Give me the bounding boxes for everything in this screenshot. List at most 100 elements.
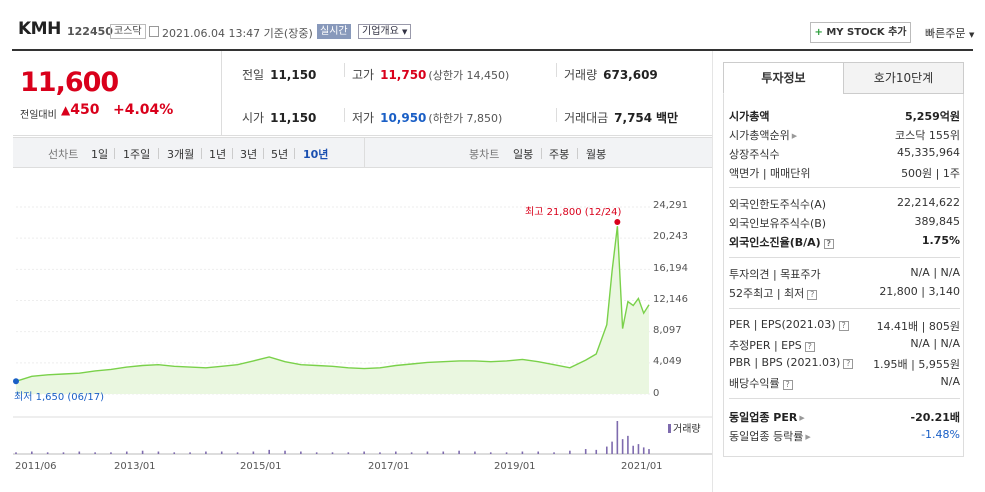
- info-value: 45,335,964: [897, 146, 960, 159]
- line-chart-title: 선차트: [48, 148, 79, 161]
- info-key: 액면가 | 매매단위: [729, 167, 811, 180]
- info-value: 14.41배 | 805원: [876, 320, 960, 333]
- divider: [729, 398, 960, 399]
- volume-bar: [611, 441, 613, 454]
- volume-bar: [189, 452, 191, 454]
- info-key[interactable]: 동일업종 등락률 ▶: [729, 428, 811, 444]
- info-row: 52주최고 | 최저? 21,800 | 3,140: [729, 285, 960, 303]
- info-key: 배당수익률?: [729, 375, 793, 391]
- volume-bar: [595, 449, 598, 454]
- volume-bar: [110, 452, 112, 454]
- info-key-text: 동일업종 등락률: [729, 430, 804, 443]
- help-icon[interactable]: ?: [804, 342, 815, 352]
- quote-volume: 거래량 673,609: [564, 66, 658, 83]
- panel-border: [723, 93, 964, 457]
- up-triangle-icon: ▲: [61, 103, 71, 117]
- realtime-button[interactable]: 실시간: [317, 24, 351, 39]
- my-stock-label: MY STOCK 추가: [826, 27, 907, 38]
- quote-high-value: 11,750: [380, 68, 427, 82]
- help-icon[interactable]: ?: [782, 380, 793, 390]
- divider: [344, 108, 345, 122]
- x-tick: 2013/01: [114, 461, 156, 472]
- tab-invest-info[interactable]: 투자정보: [723, 62, 844, 94]
- info-value: 21,800 | 3,140: [879, 285, 960, 298]
- candle-weekly[interactable]: 주봉: [549, 148, 570, 161]
- info-row: 시가총액 5,259억원: [729, 108, 960, 126]
- quote-summary: 전일 11,150 고가 11,750 (상한가 14,450) 거래량 673,609…: [222, 51, 712, 136]
- help-icon[interactable]: ?: [823, 239, 834, 249]
- quote-high: 고가 11,750 (상한가 14,450): [352, 66, 509, 83]
- period-3m[interactable]: 3개월: [167, 148, 195, 161]
- my-stock-add-button[interactable]: + MY STOCK 추가: [810, 22, 911, 43]
- volume-bar: [331, 452, 334, 454]
- info-value: N/A | N/A: [910, 266, 960, 279]
- info-key: 외국인보유주식수(B): [729, 217, 827, 230]
- current-price: 11,600: [20, 67, 119, 98]
- y-tick: 0: [653, 388, 660, 399]
- volume-bar: [627, 435, 629, 454]
- price-change: ▲450: [61, 102, 99, 118]
- divider: [729, 187, 960, 188]
- period-1y[interactable]: 1년: [209, 148, 227, 161]
- volume-bar: [521, 451, 524, 454]
- volume-bar: [474, 451, 476, 454]
- period-3y[interactable]: 3년: [240, 148, 258, 161]
- info-key: 외국인한도주식수(A): [729, 198, 827, 211]
- volume-bar: [62, 452, 65, 454]
- volume-bar: [395, 451, 397, 454]
- price-chart-svg: [13, 206, 712, 455]
- info-key[interactable]: 동일업종 PER ▶: [729, 409, 805, 425]
- price-change-value: 450: [70, 102, 100, 118]
- quote-low: 저가 10,950 (하한가 7,850): [352, 109, 502, 126]
- company-overview-dropdown[interactable]: 기업개요 ▼: [358, 24, 412, 39]
- divider: [232, 148, 233, 159]
- price-area: [16, 226, 649, 394]
- volume-bar: [347, 452, 350, 454]
- y-tick: 16,194: [653, 263, 688, 274]
- info-row: 동일업종 등락률 ▶ -1.48%: [729, 428, 960, 446]
- candle-daily[interactable]: 일봉: [513, 148, 534, 161]
- info-row: 액면가 | 매매단위 500원 | 1주: [729, 165, 960, 183]
- lower-limit: (하한가 7,850): [428, 112, 503, 125]
- period-1w[interactable]: 1주일: [123, 148, 151, 161]
- volume-bar: [268, 449, 270, 454]
- volume-bar: [46, 452, 49, 454]
- x-tick: 2011/06: [15, 461, 57, 472]
- info-key-text: 추정PER | EPS: [729, 339, 802, 352]
- info-value: 500원 | 1주: [901, 167, 960, 180]
- volume-bar: [489, 452, 492, 454]
- info-key-text: 52주최고 | 최저: [729, 287, 805, 300]
- quote-open: 시가 11,150: [242, 109, 316, 126]
- info-key[interactable]: 시가총액순위 ▶: [729, 127, 797, 143]
- candle-monthly[interactable]: 월봉: [586, 148, 607, 161]
- info-value: 22,214,622: [897, 196, 960, 209]
- volume-bar: [78, 451, 81, 454]
- clock-icon: [149, 26, 159, 37]
- chevron-right-icon: ▶: [799, 414, 805, 422]
- period-1d[interactable]: 1일: [91, 148, 109, 161]
- tab-orderbook[interactable]: 호가10단계: [843, 62, 964, 94]
- info-row: PER | EPS(2021.03)? 14.41배 | 805원: [729, 318, 960, 336]
- period-5y[interactable]: 5년: [271, 148, 289, 161]
- low-label: 최저 1,650 (06/17): [14, 392, 105, 403]
- help-icon[interactable]: ?: [838, 321, 849, 331]
- info-value: -20.21배: [910, 411, 960, 424]
- current-price-box: 11,600 전일대비 ▲450 +4.04%: [13, 51, 222, 136]
- help-icon[interactable]: ?: [807, 290, 818, 300]
- info-key-text: 외국인소진율(B/A): [729, 236, 821, 249]
- volume-bar: [220, 451, 223, 454]
- info-row: 외국인한도주식수(A) 22,214,622: [729, 196, 960, 214]
- quick-order-link[interactable]: 빠른주문 ▼: [925, 25, 974, 41]
- divider: [158, 148, 159, 159]
- quick-order-label: 빠른주문: [925, 27, 966, 40]
- quote-prev: 전일 11,150: [242, 66, 316, 83]
- help-icon[interactable]: ?: [843, 359, 854, 369]
- volume-bar: [569, 450, 571, 454]
- divider: [201, 148, 202, 159]
- volume-bar: [410, 452, 413, 454]
- divider: [556, 108, 557, 122]
- volume-bar: [621, 439, 624, 454]
- period-10y[interactable]: 10년: [303, 148, 329, 161]
- chevron-right-icon: ▶: [805, 433, 811, 441]
- x-tick: 2021/01: [621, 461, 663, 472]
